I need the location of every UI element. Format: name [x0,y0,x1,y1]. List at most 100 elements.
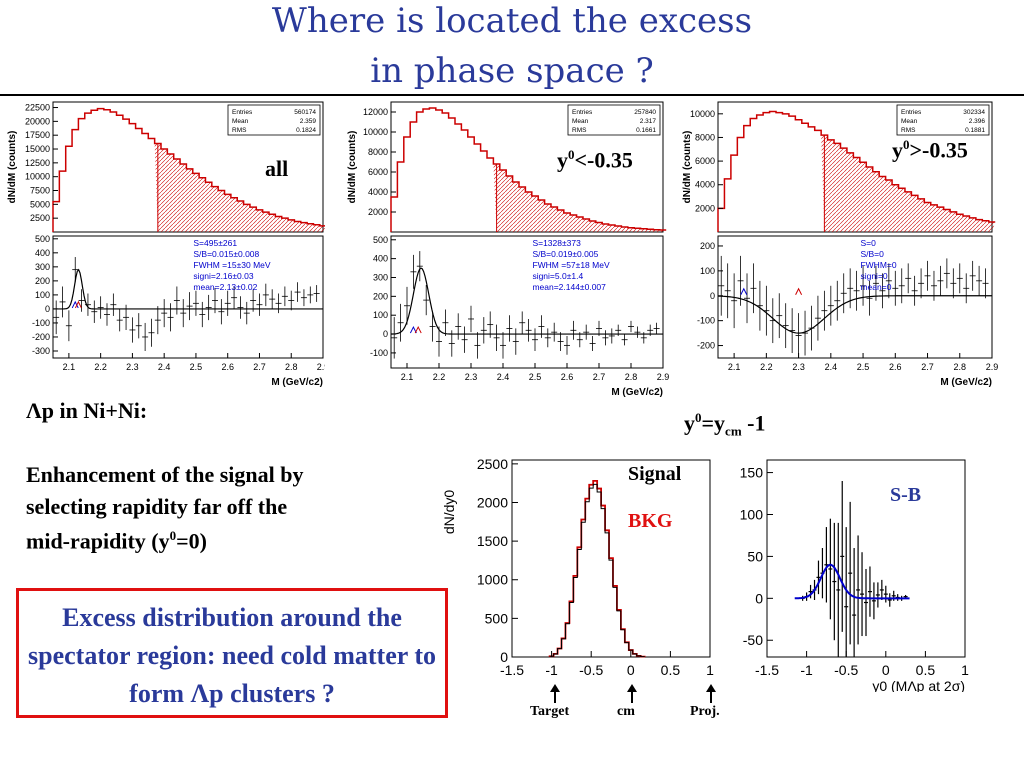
y-tick-label: 100 [740,506,764,522]
x-tick-label: 2.8 [954,362,967,372]
fit-stat: mean=2.144±0.007 [532,282,606,292]
histogram-bin [442,113,448,232]
y-tick-label: 8000 [695,132,715,142]
stats-value: 560174 [294,109,316,116]
stats-key: Entries [232,109,253,116]
signal-region-hatch [493,164,667,232]
x-tick-label: -1 [800,662,813,678]
rapidity-sb-plot: -50 0 50 100 150 -1.5 -1 -0.5 0 0.5 1y0 (MΛp at 2σ… [740,459,969,692]
x-tick-label: 2.3 [792,362,805,372]
region-marker [795,287,803,295]
y-tick-label: 0 [500,649,508,665]
histogram-bin [91,110,97,232]
x-tick-label: 0 [882,662,890,678]
x-tick-label: -1.5 [755,662,779,678]
x-tick-label: 2.8 [625,372,638,382]
x-tick-label: 2.4 [497,372,510,382]
histogram [390,107,667,232]
x-axis-label: M (GeV/c2) [940,377,992,388]
x-tick-label: 0 [627,662,635,678]
fit-stat: mean=0 [860,282,891,292]
histogram-bin [391,197,397,232]
x-tick-label: 2.6 [221,362,234,372]
x-tick-label: 2.7 [253,362,266,372]
histogram-bin [776,113,782,232]
histogram-bin [593,481,597,657]
x-tick-label: 1 [706,662,714,678]
histogram-bin [66,146,72,232]
x-tick-label: 2.1 [401,372,414,382]
excess-callout: Excess distribution around the spectator… [16,588,448,718]
label-y0-lt: y0<-0.35 [557,147,633,173]
y-tick-label: -100 [370,348,388,358]
mass-subtracted-y0-gt: -200 -100 0 100 200 2.1 2.2 2.3 2.4 2.5 2.6 2.7 2.8 2… [697,235,998,388]
fit-stat: S=1328±373 [532,238,581,248]
up-arrow-icon [622,684,642,704]
fit-stat: mean=2.13±0.02 [193,282,257,292]
enhancement-line3: mid-rapidity (y0=0) [26,528,207,554]
histogram-bin [449,118,455,232]
y-tick-label: 100 [373,310,388,320]
label-y0-gt: y0>-0.35 [892,137,968,163]
x-tick-label: 2.5 [857,362,870,372]
y-tick-label: 6000 [695,156,715,166]
histogram-bin [763,113,769,232]
y-tick-label: 10000 [363,127,388,137]
y-tick-label: 0 [710,291,715,301]
fit-stat: S/B=0.015±0.008 [193,249,259,259]
histogram-bin [474,144,480,232]
y-tick-label: 300 [373,272,388,282]
y-tick-label: 2500 [477,456,508,472]
histogram-bin [423,109,429,232]
stats-value: 2.396 [969,118,986,125]
mass-subtracted-y0-lt: -100 0 100 200 300 400 500 2.1 2.2 2.3 2.4 2.5 2.6 2.… [370,235,670,398]
x-tick-label: 2.6 [889,362,902,372]
x-tick-label: 2.6 [561,372,574,382]
x-tick-label: 2.9 [317,362,325,372]
histogram-bin [53,202,59,232]
fit-stat: FWHM =15±30 MeV [193,260,271,270]
plot-frame [766,459,966,658]
proj-label: Proj. [690,704,720,719]
y-tick-label: 22500 [25,103,50,113]
histogram-bin [85,113,91,232]
y-tick-label: -300 [32,346,50,356]
histogram-bin [750,119,756,232]
x-tick-label: 2.7 [593,372,606,382]
plot-frame [52,235,324,359]
up-arrow-icon [701,684,721,704]
histogram-bin [789,116,795,232]
stats-key: Mean [901,118,918,125]
x-axis-label: M (GeV/c2) [271,377,323,388]
stats-key: RMS [572,127,587,134]
stats-box [567,104,661,136]
histogram-bin [795,120,801,232]
region-marker [740,287,748,295]
bkg-label: BKG [628,510,673,532]
label-all: all [265,156,289,181]
enhancement-line1: Enhancement of the signal by [26,462,304,487]
histogram-bin [110,112,116,232]
histogram-bin [78,119,84,232]
y-tick-label: 10000 [25,172,50,182]
x-tick-label: 2.3 [126,362,139,372]
x-tick-label: -1.5 [500,662,524,678]
stats-box [227,104,321,136]
y-tick-label: 8000 [368,147,388,157]
enhancement-line2: selecting rapidity far off the [26,494,288,519]
histogram-bin [815,130,821,232]
histogram-bin [72,130,78,232]
histogram-bin [136,129,142,232]
rapidity-signal-plot: 0 500 1000 1500 2000 2500 -1.5 -1 -0.5 0 0.5 1 dN/dy… [441,456,714,678]
enh-end: =0) [176,528,207,554]
mass-subtracted-all: -300 -200 -100 0 100 200 300 400 500 2.1 2.2 2.3 2.4… [32,234,325,388]
histogram-bin [59,171,65,232]
excess-text: Excess distribution around the spectator… [28,603,436,708]
fit-stat: FWHM =57±18 MeV [532,260,610,270]
target-label: Target [530,704,570,719]
fit-stat: S/B=0 [860,249,884,259]
stats-key: Entries [572,109,593,116]
histogram-bin [724,179,730,232]
histogram-bin [481,151,487,232]
x-tick-label: 2.9 [657,372,670,382]
